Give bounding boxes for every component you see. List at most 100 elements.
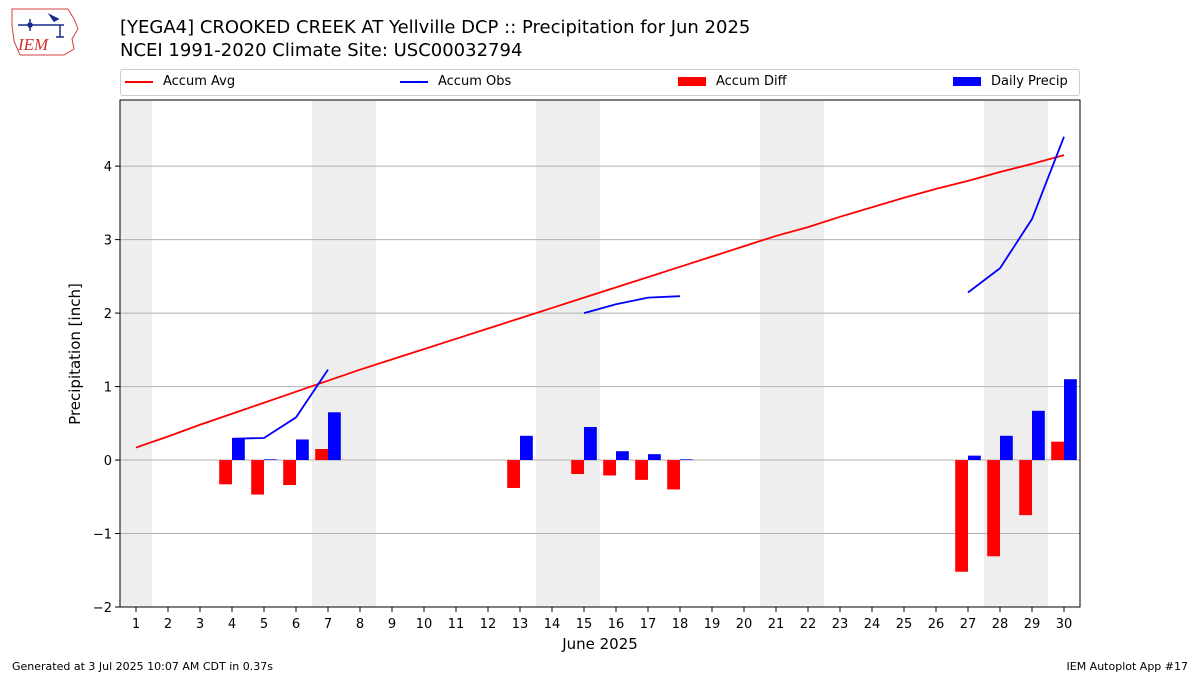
x-tick-label-7: 7 xyxy=(324,617,332,632)
bar-daily-precip-day-27 xyxy=(968,455,981,461)
x-tick-label-13: 13 xyxy=(512,617,529,632)
y-tick-label-4: 4 xyxy=(104,160,112,175)
legend-item-daily-precip: Daily Precip xyxy=(953,74,1068,89)
x-tick-label-1: 1 xyxy=(132,617,140,632)
y-tick-label-0: 0 xyxy=(104,454,112,469)
x-tick-label-9: 9 xyxy=(388,617,396,632)
bar-daily-precip-day-28 xyxy=(1000,435,1013,461)
x-tick-label-24: 24 xyxy=(864,617,881,632)
bar-daily-precip-day-6 xyxy=(296,439,309,461)
x-tick-label-29: 29 xyxy=(1024,617,1041,632)
footer-generated: Generated at 3 Jul 2025 10:07 AM CDT in … xyxy=(12,660,273,673)
x-tick-label-10: 10 xyxy=(416,617,433,632)
y-tick-label-1: 1 xyxy=(104,381,112,396)
line-accum-obs-segment-1 xyxy=(583,295,681,314)
weather-station-icon xyxy=(18,13,64,38)
x-tick-label-3: 3 xyxy=(196,617,204,632)
line-accum-obs-segment-2 xyxy=(967,136,1065,294)
legend-label-accum-diff: Accum Diff xyxy=(716,74,787,89)
bar-accum-diff-day-16 xyxy=(603,460,616,476)
x-tick-label-22: 22 xyxy=(800,617,817,632)
bar-accum-diff-day-13 xyxy=(507,460,520,488)
bar-daily-precip-day-16 xyxy=(616,451,629,461)
x-tick-label-2: 2 xyxy=(164,617,172,632)
bar-daily-precip-day-30 xyxy=(1064,379,1077,461)
weekend-shade-0 xyxy=(120,100,152,607)
iem-logo: IEM xyxy=(11,8,79,56)
bar-accum-diff-day-5 xyxy=(251,460,264,495)
legend-item-accum-obs: Accum Obs xyxy=(400,74,511,89)
weekend-shading xyxy=(120,100,1048,607)
x-tick-label-28: 28 xyxy=(992,617,1009,632)
x-tick-label-18: 18 xyxy=(672,617,689,632)
lines xyxy=(135,136,1065,449)
legend-swatch-accum-avg xyxy=(125,80,153,83)
x-tick-label-12: 12 xyxy=(480,617,497,632)
x-tick-label-11: 11 xyxy=(448,617,465,632)
bar-accum-diff-day-6 xyxy=(283,460,296,486)
x-tick-label-27: 27 xyxy=(960,617,977,632)
weekend-shade-3 xyxy=(760,100,824,607)
bar-daily-precip-day-7 xyxy=(328,412,341,461)
bar-accum-diff-day-7 xyxy=(315,449,328,461)
x-tick-label-30: 30 xyxy=(1056,617,1073,632)
line-accum-avg xyxy=(135,154,1065,449)
weekend-shade-1 xyxy=(312,100,376,607)
x-tick-label-16: 16 xyxy=(608,617,625,632)
bar-accum-diff-day-15 xyxy=(571,460,584,475)
footer-app: IEM Autoplot App #17 xyxy=(1066,660,1189,673)
x-tick-label-14: 14 xyxy=(544,617,561,632)
bar-accum-diff-day-28 xyxy=(987,460,1000,557)
bar-daily-precip-day-5 xyxy=(264,459,277,461)
legend-label-accum-obs: Accum Obs xyxy=(438,74,512,89)
legend-swatch-daily-precip xyxy=(953,77,981,86)
x-axis-label: June 2025 xyxy=(561,635,638,653)
legend-item-accum-avg: Accum Avg xyxy=(125,74,235,89)
legend: Accum Avg Accum Obs Accum Diff Daily Pre… xyxy=(120,69,1080,96)
bar-accum-diff-day-30 xyxy=(1051,441,1064,461)
x-tick-label-8: 8 xyxy=(356,617,364,632)
y-axis-label: Precipitation [inch] xyxy=(66,283,84,425)
x-tick-label-15: 15 xyxy=(576,617,593,632)
y-tick-label-3: 3 xyxy=(104,234,112,249)
bar-daily-precip-day-13 xyxy=(520,435,533,461)
bar-accum-diff-day-4 xyxy=(219,460,232,485)
chart-subtitle: NCEI 1991-2020 Climate Site: USC00032794 xyxy=(120,40,523,61)
x-tick-label-6: 6 xyxy=(292,617,300,632)
y-tick-label--2: −2 xyxy=(93,601,112,616)
bar-daily-precip-day-29 xyxy=(1032,410,1045,461)
x-axis-ticks: 1 2 3 4 5 6 7 8 9 10 11 12 13 14 15 16 17 18 19 20 21 22 23 24 2… xyxy=(132,607,1072,632)
bar-daily-precip-day-4 xyxy=(232,438,245,461)
legend-swatch-accum-obs xyxy=(400,80,428,83)
line-accum-obs-segment-0 xyxy=(231,369,329,440)
bar-accum-diff-day-29 xyxy=(1019,460,1032,516)
x-tick-label-17: 17 xyxy=(640,617,657,632)
iowa-state-outline xyxy=(11,8,79,56)
x-tick-label-26: 26 xyxy=(928,617,945,632)
plot-frame xyxy=(119,99,1081,608)
bar-daily-precip-day-15 xyxy=(584,426,597,461)
y-tick-label-2: 2 xyxy=(104,307,112,322)
weekend-shade-2 xyxy=(536,100,600,607)
bar-daily-precip-day-17 xyxy=(648,454,661,461)
x-tick-label-25: 25 xyxy=(896,617,913,632)
bar-accum-diff-day-18 xyxy=(667,460,680,490)
legend-label-daily-precip: Daily Precip xyxy=(991,74,1068,89)
legend-swatch-accum-diff xyxy=(678,77,706,86)
bar-accum-diff-day-17 xyxy=(635,460,648,480)
y-axis-ticks: −2 −1 0 1 2 3 4 xyxy=(93,160,120,616)
logo-text: IEM xyxy=(17,35,49,54)
bar-daily-precip-day-18 xyxy=(680,459,693,461)
x-tick-label-23: 23 xyxy=(832,617,849,632)
x-tick-label-5: 5 xyxy=(260,617,268,632)
x-tick-label-19: 19 xyxy=(704,617,721,632)
legend-label-accum-avg: Accum Avg xyxy=(163,74,236,89)
x-tick-label-4: 4 xyxy=(228,617,236,632)
y-tick-label--1: −1 xyxy=(93,528,112,543)
x-tick-label-21: 21 xyxy=(768,617,785,632)
chart-title: [YEGA4] CROOKED CREEK AT Yellville DCP :… xyxy=(120,17,751,38)
x-tick-label-20: 20 xyxy=(736,617,753,632)
bar-accum-diff-day-27 xyxy=(955,460,968,572)
legend-item-accum-diff: Accum Diff xyxy=(678,74,787,89)
